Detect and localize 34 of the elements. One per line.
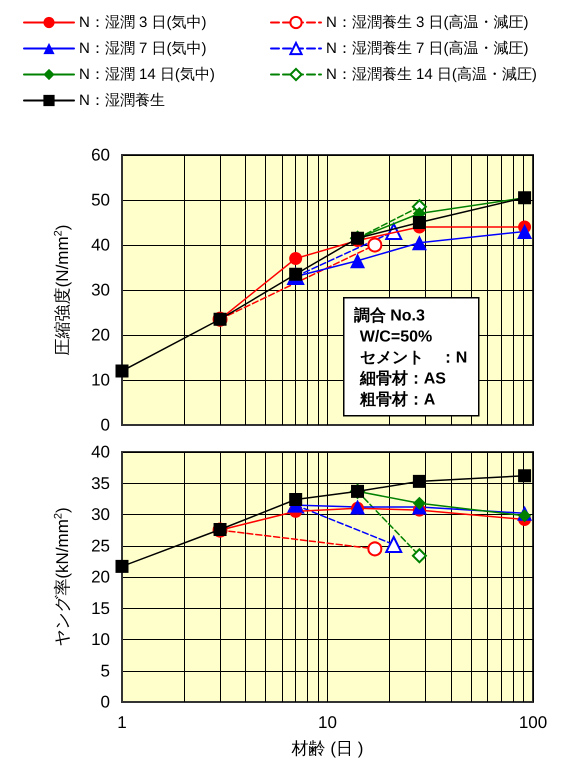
legend-label: N：湿潤 3 日(気中) bbox=[79, 14, 207, 31]
legend-label: N：湿潤養生 bbox=[79, 92, 165, 109]
x-tick-label: 10 bbox=[318, 713, 337, 732]
x-axis-title: 材齢 (日 ) bbox=[290, 739, 364, 758]
y-axis-title: ヤング率(kN/mm2) bbox=[52, 507, 72, 647]
y-tick-label: 0 bbox=[100, 692, 110, 712]
y-tick-label: 20 bbox=[91, 568, 110, 586]
annotation: 粗骨材：A bbox=[358, 390, 436, 408]
annotation: セメント ：N bbox=[360, 349, 468, 366]
y-tick-label: 35 bbox=[91, 474, 110, 493]
legend-label: N：湿潤養生 3 日(高温・減圧) bbox=[326, 14, 529, 31]
y-tick-label: 5 bbox=[100, 661, 110, 680]
y-tick-label: 20 bbox=[91, 326, 110, 344]
y-tick-label: 40 bbox=[91, 236, 110, 254]
y-tick-label: 10 bbox=[91, 370, 110, 390]
y-tick-label: 25 bbox=[91, 536, 110, 556]
x-tick-label: 100 bbox=[518, 713, 548, 732]
y-tick-label: 30 bbox=[91, 280, 110, 300]
legend-label: N：湿潤 7 日(気中) bbox=[79, 40, 207, 57]
y-axis-title: 圧縮強度(N/mm2) bbox=[52, 224, 72, 356]
y-tick-label: 0 bbox=[100, 416, 110, 434]
y-tick-label: 10 bbox=[91, 630, 110, 649]
annotation: W/C=50% bbox=[360, 328, 432, 346]
y-tick-label: 15 bbox=[91, 598, 110, 618]
y-tick-label: 40 bbox=[91, 442, 110, 462]
legend-label: N：湿潤 14 日(気中) bbox=[79, 66, 215, 83]
legend-label: N：湿潤養生 7 日(高温・減圧) bbox=[326, 40, 529, 57]
annotation: 細骨材：AS bbox=[358, 369, 446, 388]
legend-label: N：湿潤養生 14 日(高温・減圧) bbox=[326, 66, 537, 83]
y-tick-label: 50 bbox=[91, 190, 110, 210]
x-tick-label: 1 bbox=[117, 713, 127, 732]
y-tick-label: 60 bbox=[91, 146, 110, 164]
y-tick-label: 30 bbox=[91, 505, 110, 524]
annotation: 調合 No.3 bbox=[354, 306, 425, 324]
